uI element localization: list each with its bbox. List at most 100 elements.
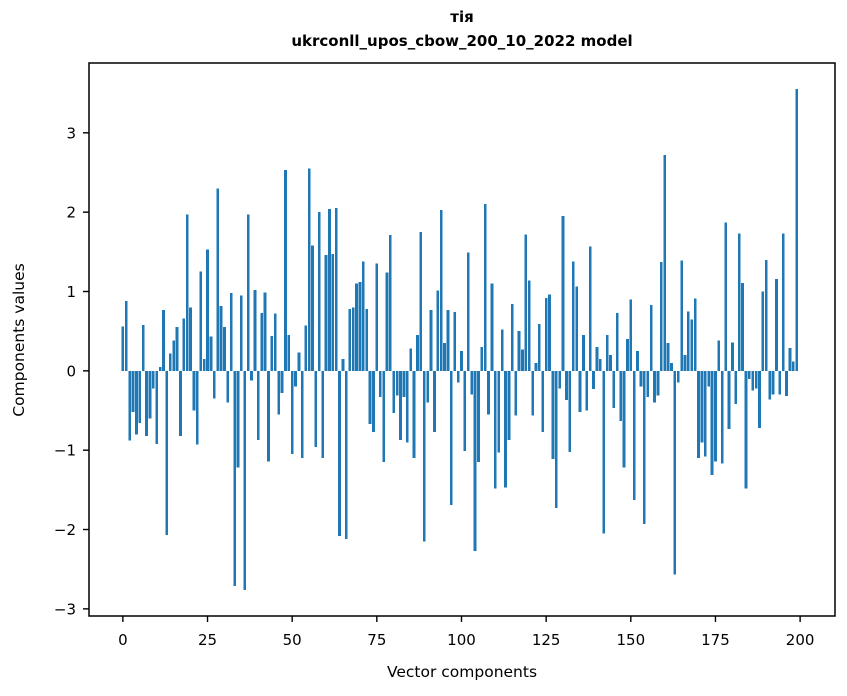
bar: [307, 168, 311, 371]
bar: [256, 370, 260, 440]
bar: [487, 370, 490, 415]
bar: [209, 336, 213, 371]
bar: [138, 370, 142, 424]
bar: [785, 370, 788, 397]
bar: [145, 370, 148, 436]
bar: [351, 307, 355, 371]
bar: [697, 370, 700, 459]
bar: [311, 245, 314, 371]
bar: [673, 370, 677, 575]
bar: [416, 335, 419, 371]
bar: [135, 370, 138, 435]
bar: [619, 370, 622, 421]
x-tick-label: 100: [447, 631, 476, 649]
bar: [189, 307, 192, 371]
bar: [385, 272, 389, 371]
bar: [720, 370, 724, 464]
bar: [433, 370, 436, 432]
bar: [229, 293, 233, 371]
bar: [158, 366, 162, 371]
bar: [165, 370, 169, 536]
bar: [703, 370, 707, 457]
bar: [737, 233, 741, 371]
bar: [199, 271, 203, 371]
bar: [649, 304, 653, 371]
bar: [717, 340, 721, 371]
bar: [558, 370, 562, 389]
bar: [395, 370, 399, 396]
bar: [551, 370, 555, 459]
bar: [375, 263, 379, 371]
bar: [426, 370, 429, 403]
y-tick-label: −1: [54, 442, 76, 460]
bar: [317, 212, 321, 371]
bar: [253, 289, 257, 371]
bar: [626, 339, 629, 371]
bar: [233, 370, 236, 586]
bar: [514, 370, 518, 416]
bar: [659, 262, 663, 371]
bar: [212, 370, 216, 399]
bar: [226, 370, 230, 403]
bar: [707, 370, 711, 387]
bar: [724, 222, 727, 371]
bar: [494, 370, 497, 489]
bar: [151, 370, 155, 389]
bar: [714, 370, 717, 462]
bar: [595, 347, 599, 371]
bar: [680, 260, 683, 371]
y-axis-label: Components values: [10, 263, 28, 416]
bar: [128, 370, 131, 441]
bar: [392, 370, 396, 413]
bar: [656, 370, 660, 396]
bar: [615, 312, 619, 371]
bar: [419, 231, 423, 371]
bar: [216, 188, 220, 371]
bar: [168, 353, 172, 371]
bar: [541, 370, 545, 432]
bar: [141, 324, 145, 371]
bar: [331, 254, 335, 371]
bar: [290, 370, 294, 455]
bar: [405, 370, 409, 443]
bar: [510, 304, 514, 371]
bar: [175, 327, 179, 371]
bar: [758, 370, 761, 428]
x-tick-label: 150: [616, 631, 645, 649]
bar: [473, 370, 477, 551]
bar: [792, 361, 795, 371]
bar: [365, 308, 369, 371]
bar: [761, 291, 765, 371]
bar: [162, 309, 165, 371]
bar: [629, 299, 633, 371]
bar: [358, 281, 362, 371]
bar: [500, 329, 504, 371]
bar: [334, 208, 338, 371]
x-tick-label: 200: [786, 631, 815, 649]
bar: [446, 309, 450, 371]
bar: [598, 358, 602, 371]
bar: [368, 370, 372, 424]
bar: [643, 370, 646, 524]
bar: [663, 155, 667, 371]
bar: [636, 351, 639, 371]
bar: [747, 370, 751, 379]
bar: [277, 370, 280, 415]
bar: [781, 233, 785, 371]
bar: [449, 370, 453, 505]
x-tick-label: 50: [283, 631, 302, 649]
bar: [372, 370, 375, 432]
bar: [571, 261, 575, 371]
bar: [412, 370, 416, 459]
y-tick-label: −2: [54, 521, 76, 539]
bar: [206, 249, 209, 371]
bar: [284, 170, 287, 371]
bar: [196, 370, 199, 445]
bar: [710, 370, 714, 475]
bar: [182, 318, 186, 371]
bar: [273, 313, 277, 371]
bar: [622, 370, 626, 468]
bar: [263, 292, 267, 371]
bar: [639, 370, 643, 387]
bar: [456, 370, 460, 383]
